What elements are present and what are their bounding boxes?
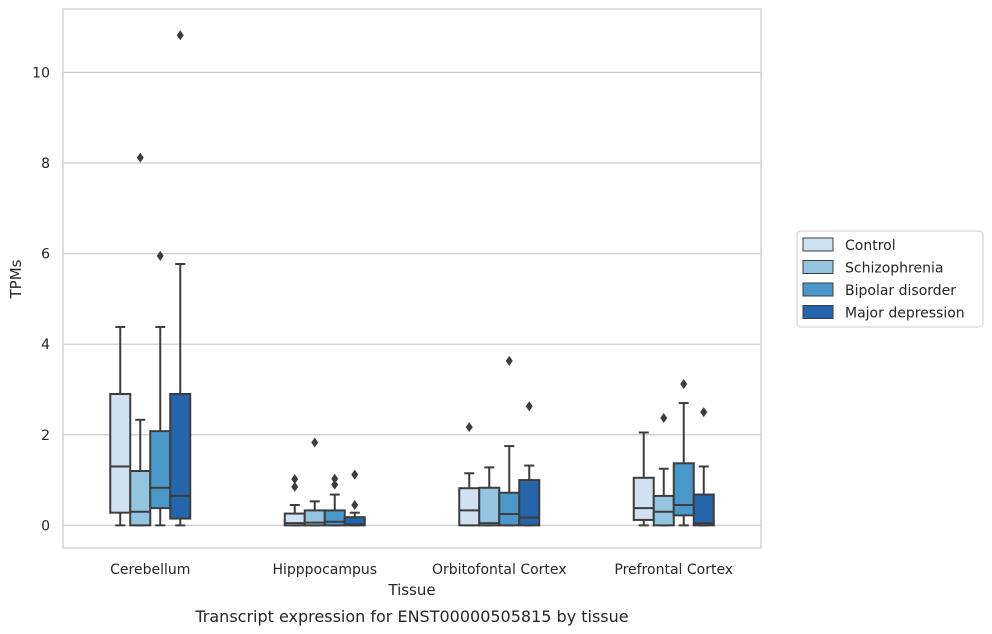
x-tick-label: Orbitofontal Cortex (432, 562, 567, 578)
series-group (109, 325, 655, 527)
box (652, 413, 675, 527)
box (632, 431, 655, 527)
outlier-point (176, 30, 184, 41)
x-tick-label: Prefrontal Cortex (614, 562, 733, 578)
box (343, 469, 366, 527)
legend-swatch (802, 282, 834, 297)
box-body (692, 493, 715, 527)
box-body (498, 491, 521, 527)
legend-label: Schizophrenia (845, 261, 943, 277)
y-tick-label: 8 (41, 156, 50, 172)
legend-item: Control (802, 237, 896, 254)
outlier-point (291, 481, 299, 492)
legend-item: Major depression (802, 305, 965, 322)
outlier-point (311, 437, 319, 448)
box (478, 466, 501, 527)
box (458, 422, 481, 527)
legend-label: Control (845, 238, 896, 254)
legend-swatch (802, 237, 834, 252)
plot-frame (62, 8, 762, 549)
y-axis-label: TPMs (7, 259, 25, 299)
box (149, 250, 172, 527)
series-group (129, 152, 675, 527)
box-body (518, 479, 541, 527)
box (518, 401, 541, 527)
x-tick-labels: Cerebellum Hipppocampus Orbitofontal Corte… (110, 562, 733, 578)
outlier-point (525, 401, 533, 412)
outlier-point (465, 422, 473, 433)
x-tick-label: Cerebellum (110, 562, 190, 578)
outlier-point (700, 407, 708, 418)
legend: Control Schizophrenia Bipolar disorder Majo… (796, 230, 984, 328)
outlier-point (291, 474, 299, 485)
legend-swatch (802, 260, 834, 274)
x-axis-label: Tissue (387, 581, 435, 599)
outlier-point (660, 413, 668, 424)
box-body (149, 430, 172, 510)
box-body (478, 486, 501, 527)
outlier-point (156, 250, 164, 261)
y-tick-label: 0 (41, 518, 50, 534)
box (323, 473, 346, 527)
box (169, 30, 192, 527)
outlier-point (331, 473, 339, 484)
box-body (672, 462, 695, 517)
legend-label: Bipolar disorder (845, 283, 956, 299)
outlier-point (680, 379, 688, 390)
box-body (323, 509, 346, 527)
box (109, 325, 132, 527)
box (692, 407, 715, 527)
box-body (458, 487, 481, 527)
x-tick-label: Hipppocampus (272, 562, 377, 578)
outlier-point (136, 152, 144, 163)
box-body (109, 393, 132, 514)
y-tick-label: 6 (41, 247, 50, 263)
legend-item: Schizophrenia (802, 260, 943, 277)
y-tick-label: 10 (32, 65, 50, 81)
series-group (149, 250, 695, 527)
y-tick-labels: 0 2 4 6 8 10 (32, 65, 50, 534)
legend-frame (796, 230, 984, 328)
box-body (632, 476, 655, 521)
box-body (652, 494, 675, 527)
legend-item: Bipolar disorder (802, 282, 956, 299)
legend-label: Major depression (845, 306, 965, 322)
outlier-point (351, 499, 359, 510)
outlier-point (505, 355, 513, 366)
chart-caption: Transcript expression for ENST0000050581… (194, 607, 628, 626)
box (672, 379, 695, 527)
series-group (169, 30, 715, 527)
box-plot-series (109, 30, 715, 527)
y-tick-label: 4 (41, 337, 50, 353)
outlier-point (331, 479, 339, 490)
box-body (129, 470, 152, 527)
y-tick-label: 2 (41, 428, 50, 444)
outlier-point (351, 469, 359, 480)
legend-swatch (802, 305, 834, 319)
box-body (169, 393, 192, 520)
box (129, 152, 152, 527)
